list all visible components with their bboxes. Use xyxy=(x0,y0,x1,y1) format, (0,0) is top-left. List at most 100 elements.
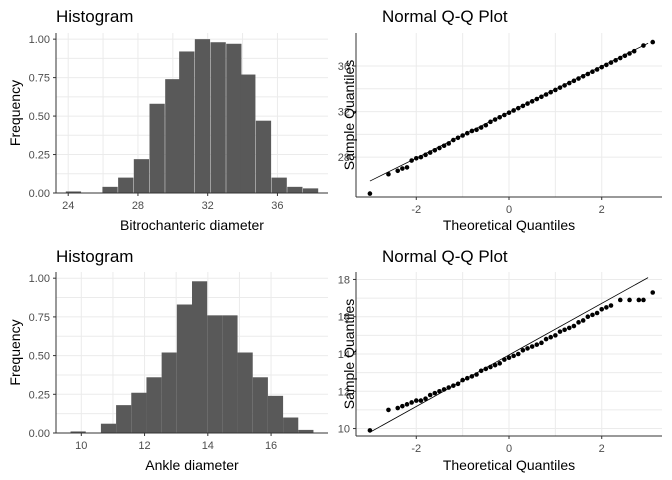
y-tick-label: 0.75 xyxy=(29,312,50,324)
qq-point xyxy=(585,314,591,320)
y-tick-label: 1.00 xyxy=(29,273,50,285)
histogram-bar xyxy=(194,39,211,194)
qq-point xyxy=(437,388,442,394)
qq-point xyxy=(474,372,479,377)
qq-point xyxy=(566,325,572,331)
qq-point xyxy=(571,78,577,84)
qq-point xyxy=(594,310,600,316)
qq-point xyxy=(478,125,484,130)
histogram-bar xyxy=(102,186,118,193)
qq-point xyxy=(455,381,461,387)
x-axis-title: Theoretical Quantiles xyxy=(443,457,575,473)
qq-point xyxy=(367,191,373,196)
y-tick-label: 16 xyxy=(338,312,350,324)
qq-point xyxy=(580,318,586,323)
qq-point xyxy=(413,398,419,403)
x-tick-label: 24 xyxy=(62,200,74,212)
histogram-bar xyxy=(240,74,256,193)
qq-point xyxy=(455,135,461,141)
histogram-bar xyxy=(283,417,299,433)
x-tick-label: 10 xyxy=(75,440,87,452)
y-tick-label: 28 xyxy=(338,152,350,164)
panel-title: Histogram xyxy=(56,7,133,26)
qq-point xyxy=(613,58,618,63)
qq-point xyxy=(599,64,605,70)
qq-point xyxy=(520,347,526,353)
qq-point xyxy=(483,366,489,372)
histogram-bar xyxy=(207,315,223,433)
qq-point xyxy=(534,342,540,347)
qq-point xyxy=(590,69,595,75)
histogram-bar xyxy=(70,431,86,433)
qq-point xyxy=(529,99,535,104)
qq-point xyxy=(525,346,530,351)
qq-point xyxy=(441,143,447,149)
qq-point xyxy=(469,128,475,134)
qq-point xyxy=(599,306,605,312)
qq-point xyxy=(460,133,465,138)
y-tick-label: 36 xyxy=(338,61,350,73)
qq-point xyxy=(631,48,637,54)
qq-point xyxy=(395,168,401,174)
qq-point xyxy=(585,71,591,77)
qq-point xyxy=(474,127,479,133)
histogram-bar xyxy=(271,177,287,193)
panel-title: Normal Q-Q Plot xyxy=(382,7,508,26)
qq-point xyxy=(502,357,507,362)
qq-point xyxy=(446,385,452,390)
qq-point xyxy=(423,152,428,158)
y-tick-label: 0.25 xyxy=(29,150,50,162)
qq-point xyxy=(553,87,558,93)
qq-point xyxy=(451,137,456,143)
qq-point xyxy=(418,154,424,160)
qq-point xyxy=(460,377,465,383)
qq-point xyxy=(492,362,498,368)
qq-plot-ankle-panel: -2 0 2 10 12 14 16 18 Normal Q-Q Plot Theoretical… xyxy=(338,247,662,473)
qq-point xyxy=(576,76,581,81)
y-tick-label: 0.00 xyxy=(29,428,50,440)
histogram-bar xyxy=(252,377,268,433)
y-tick-label: 0.50 xyxy=(29,111,50,123)
qq-point xyxy=(562,327,567,333)
qq-point xyxy=(367,428,373,433)
qq-point xyxy=(557,329,563,334)
histogram-bar xyxy=(100,423,117,433)
y-axis-title: Sample Quantiles xyxy=(341,60,357,171)
x-tick-label: 32 xyxy=(202,200,214,212)
y-tick-label: 18 xyxy=(338,274,350,286)
qq-point xyxy=(386,407,391,413)
qq-point xyxy=(548,89,554,95)
x-tick-label: 14 xyxy=(202,440,214,452)
x-tick-label: -2 xyxy=(411,204,421,216)
qq-point xyxy=(580,73,586,79)
qq-point xyxy=(641,297,646,303)
histogram-bar xyxy=(267,395,284,433)
x-tick-label: 2 xyxy=(599,443,605,455)
histogram-bar xyxy=(118,177,134,193)
qq-point xyxy=(427,150,433,155)
qq-point xyxy=(548,334,554,340)
histogram-bar xyxy=(192,281,208,433)
qq-point xyxy=(404,165,410,170)
histogram-bar xyxy=(65,191,82,193)
y-tick-label: 0.75 xyxy=(29,73,50,85)
qq-point xyxy=(497,361,503,366)
qq-point xyxy=(441,387,447,392)
panel-title: Histogram xyxy=(56,247,133,266)
x-tick-label: 0 xyxy=(506,204,512,216)
qq-point xyxy=(608,303,614,308)
histogram-bar xyxy=(133,159,150,193)
histogram-bar xyxy=(298,429,314,433)
qq-point xyxy=(543,92,549,97)
x-tick-label: 12 xyxy=(138,440,150,452)
qq-point xyxy=(488,119,493,125)
qq-point xyxy=(553,333,558,338)
histogram-bitrochanteric-panel: 24 28 32 36 0.00 0.25 0.50 0.75 1.00 Histogram Bit… xyxy=(7,7,328,233)
qq-point xyxy=(404,402,410,407)
histogram-bar xyxy=(131,392,147,433)
x-tick-label: -2 xyxy=(411,443,421,455)
qq-point xyxy=(506,355,512,361)
qq-point xyxy=(636,297,642,303)
qq-point xyxy=(571,323,577,329)
panel-title: Normal Q-Q Plot xyxy=(382,247,508,266)
